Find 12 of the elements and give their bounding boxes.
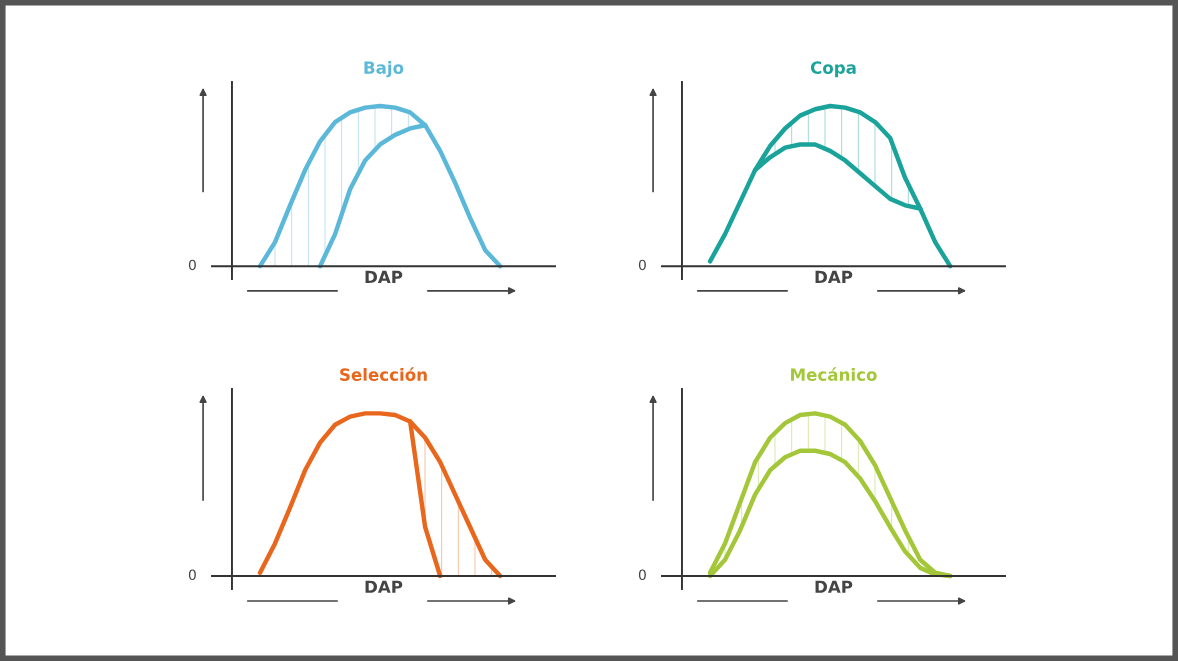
x-axis-title: DAP xyxy=(815,580,853,593)
text: 0 xyxy=(638,259,646,271)
text: 0 xyxy=(188,569,196,581)
chart-title: Mecánico xyxy=(791,367,877,381)
chart-title: Selección xyxy=(340,367,427,381)
text: 0 xyxy=(188,259,196,271)
chart-title: Copa xyxy=(810,61,856,78)
x-axis-title: DAP xyxy=(365,580,403,593)
chart-title: Bajo xyxy=(364,61,404,78)
x-axis-title: DAP xyxy=(365,270,403,284)
x-axis-title: DAP xyxy=(815,270,853,284)
text: 0 xyxy=(638,569,646,581)
